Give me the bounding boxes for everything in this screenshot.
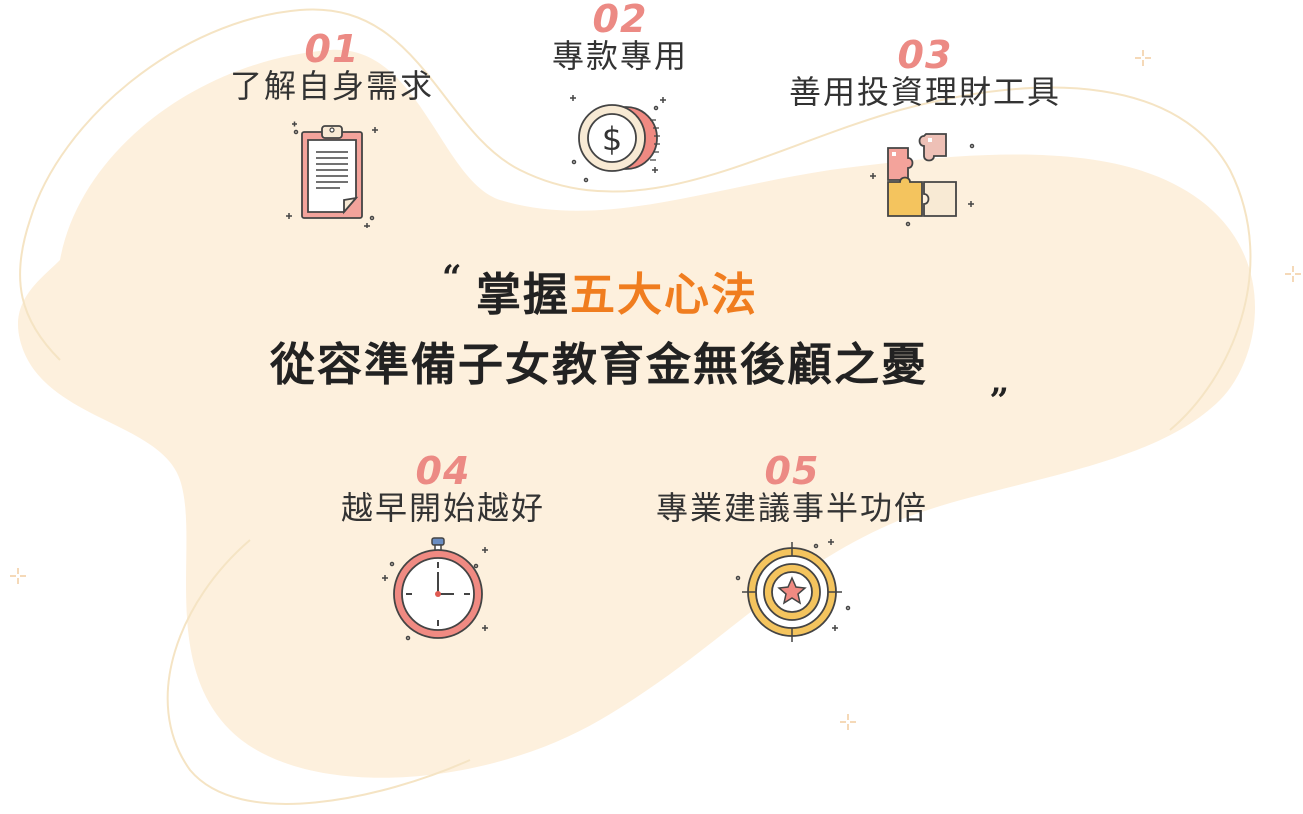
sparkle-icon: [840, 714, 856, 730]
step-03: 03 善用投資理財工具: [765, 36, 1085, 110]
headline-prefix: 掌握: [476, 268, 571, 321]
dollar-coin-icon: $: [570, 95, 666, 183]
blob-outline-left: [19, 219, 61, 361]
sparkle-icon: [1135, 50, 1151, 66]
step-02: 02 專款專用: [460, 0, 780, 74]
clipboard-icon: [286, 121, 378, 228]
blob-outline: [29, 8, 1252, 805]
step-number: 05: [764, 449, 820, 493]
step-title: 了解自身需求: [229, 67, 434, 105]
step-number: 02: [592, 0, 648, 41]
step-number: 01: [304, 27, 360, 71]
open-quote: “: [442, 258, 462, 298]
step-number: 03: [897, 33, 953, 77]
step-number: 04: [415, 449, 471, 493]
sparkle-icon: [1285, 266, 1301, 282]
blob-fill: [18, 49, 1256, 778]
step-title: 越早開始越好: [340, 489, 545, 527]
svg-text:$: $: [602, 120, 622, 158]
step-title: 善用投資理財工具: [788, 73, 1061, 111]
headline-accent: 五大心法: [570, 268, 759, 321]
headline-line-2: 從容準備子女教育金無後顧之憂: [270, 338, 929, 391]
step-05: 05 專業建議事半功倍: [632, 452, 952, 526]
sparkle-icon: [10, 568, 26, 584]
step-title: 專業建議事半功倍: [655, 489, 928, 527]
headline-line-1: 掌握五大心法: [476, 270, 758, 320]
target-star-icon: [735, 539, 851, 642]
step-title: 專款專用: [551, 37, 688, 75]
step-01: 01 了解自身需求: [172, 30, 492, 104]
puzzle-icon: [870, 133, 975, 227]
step-04: 04 越早開始越好: [283, 452, 603, 526]
stopwatch-icon: [382, 537, 488, 641]
close-quote: „: [990, 362, 1010, 402]
